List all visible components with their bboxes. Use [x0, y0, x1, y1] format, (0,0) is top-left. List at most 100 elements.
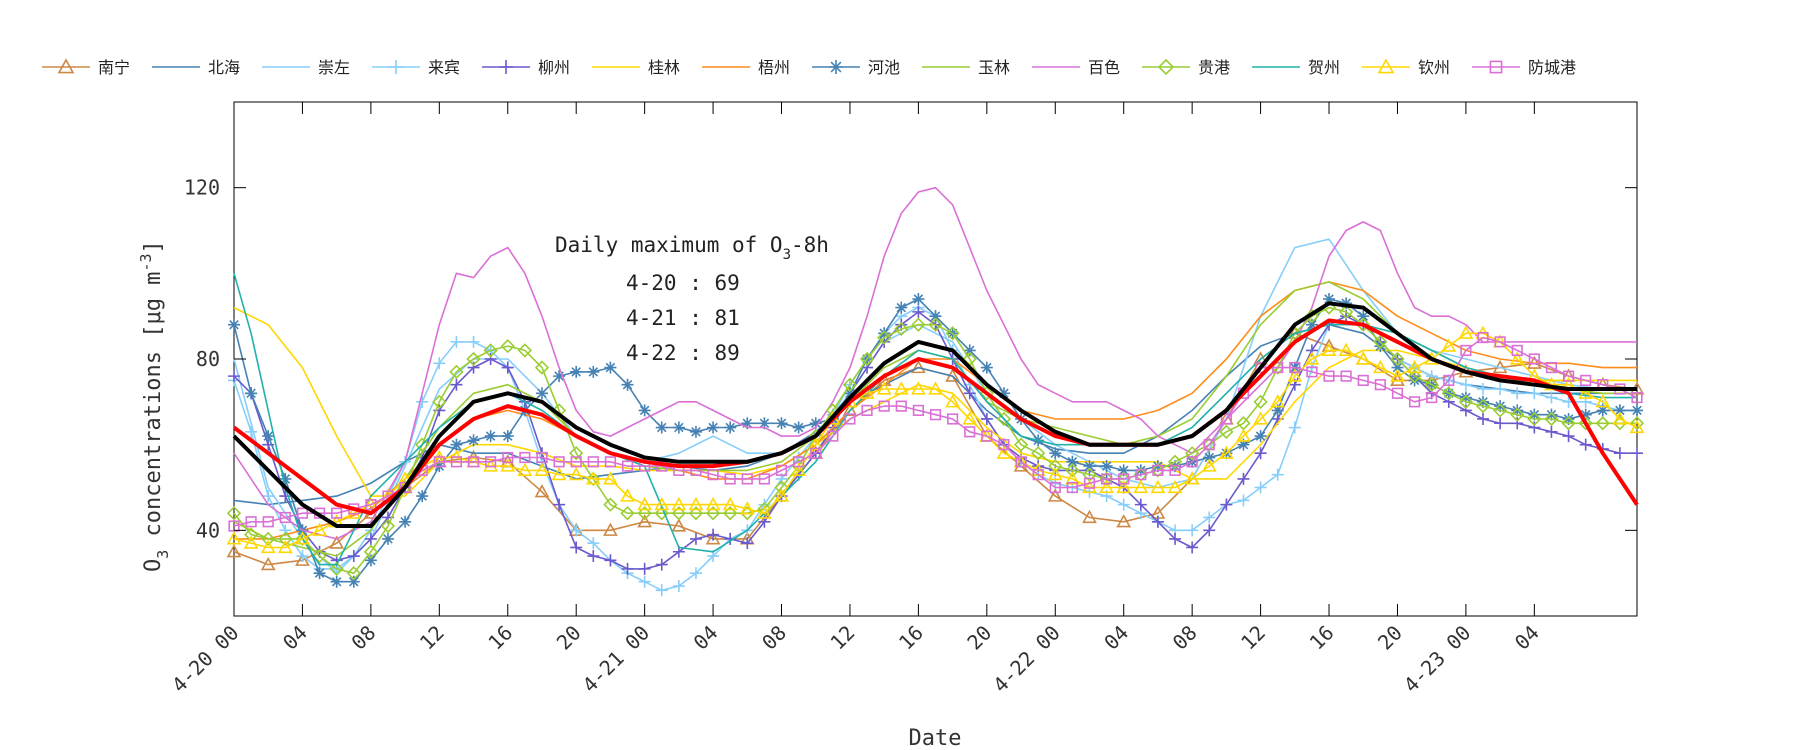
data-point [775, 464, 788, 476]
data-point [587, 365, 600, 378]
data-point [226, 531, 242, 545]
series-mean-14 [232, 318, 1639, 516]
legend-item-柳州: 柳州 [482, 58, 570, 77]
data-point [534, 484, 550, 498]
data-point [500, 339, 515, 354]
data-point [1528, 408, 1541, 421]
data-point [911, 359, 926, 374]
data-point [312, 548, 327, 564]
y-tick-label: 40 [196, 518, 220, 542]
data-point [1049, 447, 1062, 460]
data-point [758, 417, 771, 430]
data-point [877, 330, 892, 345]
data-point [260, 539, 276, 554]
data-point [416, 395, 429, 408]
annotation-box: Daily maximum of O3-8h 4-20 : 69 4-21 : … [555, 233, 829, 365]
data-point [655, 584, 668, 597]
data-point [1407, 369, 1422, 384]
data-point [911, 381, 926, 395]
data-point [1374, 340, 1387, 353]
legend-label: 桂林 [648, 58, 680, 77]
data-point [450, 438, 463, 451]
data-point [1135, 469, 1147, 481]
data-point [536, 451, 548, 464]
data-point [1545, 391, 1558, 404]
data-point [810, 447, 822, 459]
x-tick-label: 4-22 00 [988, 621, 1065, 698]
data-point [741, 537, 754, 550]
data-point [996, 445, 1012, 459]
legend-item-河池: 河池 [812, 58, 900, 77]
data-point [485, 456, 497, 468]
data-point [245, 516, 257, 528]
data-point [792, 421, 805, 434]
data-point [501, 430, 514, 443]
data-point [654, 496, 670, 511]
legend-label: 贵港 [1198, 58, 1230, 77]
data-point [638, 575, 651, 588]
data-point [364, 532, 377, 545]
data-point [637, 506, 652, 521]
data-point [775, 417, 788, 430]
data-point [638, 562, 651, 575]
data-point [1460, 344, 1472, 357]
x-tick-label: 08 [1168, 621, 1202, 655]
data-point [1579, 438, 1592, 451]
x-tick-label: 20 [1373, 621, 1407, 655]
data-point [1152, 464, 1164, 476]
data-point [774, 488, 789, 502]
data-point [1408, 374, 1421, 387]
data-point [996, 411, 1012, 427]
data-point [1408, 396, 1421, 408]
data-point [1099, 479, 1114, 494]
y-tick-label: 120 [184, 176, 220, 200]
data-point [1545, 408, 1558, 421]
data-point [1167, 454, 1183, 469]
data-point [739, 501, 755, 515]
data-point [603, 522, 618, 536]
series-mean-15 [232, 301, 1637, 528]
data-point [878, 327, 891, 340]
data-point [1253, 411, 1268, 425]
data-point [586, 471, 601, 487]
data-point [381, 532, 394, 545]
data-point [363, 544, 379, 559]
data-point [1271, 404, 1284, 417]
data-point [604, 554, 617, 567]
data-point [1237, 494, 1250, 507]
data-point [672, 421, 685, 434]
data-point [1357, 310, 1370, 323]
data-point [501, 361, 514, 374]
data-point [517, 343, 532, 358]
data-point [911, 317, 926, 332]
data-point [671, 518, 687, 532]
data-point [1613, 447, 1626, 460]
data-point [1116, 479, 1132, 494]
legend-item-钦州: 钦州 [1362, 58, 1450, 77]
data-point [329, 535, 345, 549]
data-point [829, 60, 843, 74]
series-防城港 [228, 331, 1643, 532]
data-point [844, 413, 856, 425]
data-point [1203, 439, 1215, 451]
data-point [1511, 387, 1524, 400]
data-point [467, 434, 480, 447]
data-point [450, 335, 463, 348]
data-point [57, 58, 75, 74]
x-tick-label: 04 [1510, 621, 1544, 655]
data-point [1220, 413, 1232, 425]
data-point [1031, 446, 1046, 461]
data-point [1612, 411, 1628, 425]
data-point [757, 501, 772, 517]
data-point [399, 481, 411, 494]
data-point [808, 437, 824, 451]
data-point [1065, 471, 1080, 485]
legend-label: 崇左 [318, 58, 350, 77]
data-point [707, 528, 720, 541]
data-point [1544, 411, 1559, 427]
data-point [842, 377, 858, 392]
data-point [365, 499, 377, 511]
data-point [226, 544, 242, 558]
data-point [432, 394, 447, 409]
data-point [1477, 412, 1490, 425]
